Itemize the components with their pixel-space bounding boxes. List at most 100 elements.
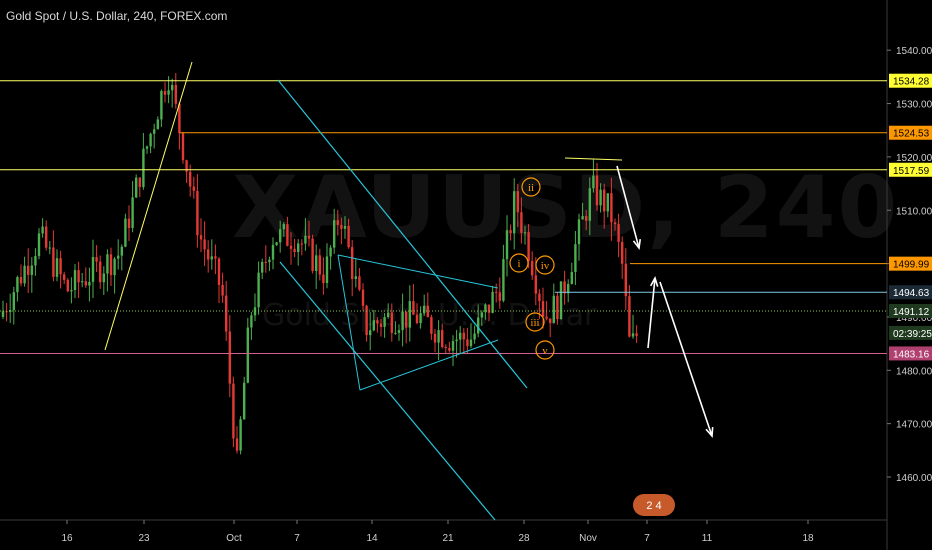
candle-body [329, 247, 332, 257]
candle-body [336, 220, 339, 225]
candle-body [487, 304, 491, 313]
forecast-arrow-down-1[interactable] [616, 165, 640, 249]
candle-body [214, 256, 217, 259]
candle-body [9, 310, 12, 312]
yellow-trendline[interactable] [104, 61, 193, 351]
candle-body [408, 301, 411, 328]
candle-body [361, 289, 365, 306]
candle-body [311, 238, 314, 271]
candle-body [12, 292, 15, 311]
forecast-arrow-up[interactable] [647, 277, 656, 349]
candle-body [66, 279, 69, 292]
candle-body [466, 339, 469, 347]
candle-body [145, 146, 149, 149]
candle-body [387, 312, 390, 318]
price-label-text: 1517.59 [893, 166, 930, 177]
x-tick-label: 11 [702, 533, 713, 544]
candle-body [153, 129, 156, 134]
x-tick-label: 7 [644, 533, 650, 544]
candle-body [304, 235, 307, 244]
candle-body [113, 258, 116, 276]
event-badge[interactable] [633, 494, 675, 516]
candle-body [293, 248, 296, 253]
candle-body [55, 258, 59, 277]
candle-body [509, 230, 512, 234]
candle-body [95, 257, 98, 262]
candle-body [84, 281, 87, 286]
candle-body [99, 261, 102, 283]
candle-body [124, 218, 127, 247]
candle-body [5, 311, 8, 313]
x-tick-label: Oct [226, 533, 242, 544]
triangle-lower[interactable] [359, 339, 499, 391]
candle-body [235, 438, 239, 451]
candle-body [588, 188, 591, 221]
candle-body [567, 283, 570, 294]
candle-body [455, 339, 458, 342]
candle-body [225, 295, 228, 332]
trend-channel-lower[interactable] [279, 261, 496, 521]
candle-body [577, 219, 581, 245]
candle-body [469, 339, 473, 347]
candle-body [207, 249, 210, 260]
candle-body [70, 289, 73, 292]
triangle-upper[interactable] [337, 254, 499, 289]
candle-body [531, 261, 534, 276]
candle-body [174, 84, 177, 104]
triangle-side[interactable] [337, 254, 361, 391]
candle-body [163, 91, 167, 95]
candle-body [595, 175, 599, 206]
x-tick-label: Nov [579, 533, 597, 544]
candle-body [178, 103, 181, 134]
price-label-text: 1483.16 [893, 349, 930, 360]
event-badge-text: 2 4 [646, 500, 661, 512]
candle-body [585, 216, 588, 221]
price-label-text: 1524.53 [893, 129, 930, 140]
candle-body [343, 225, 347, 229]
candle-body [394, 332, 397, 334]
candle-body [376, 320, 379, 324]
candle-body [534, 275, 537, 294]
candle-body [160, 91, 163, 120]
candle-body [559, 281, 563, 320]
candle-body [347, 225, 350, 248]
candle-body [315, 255, 318, 271]
candle-body [286, 224, 289, 246]
candle-body [192, 186, 195, 191]
candle-body [365, 305, 368, 336]
wave-label-iii: iii [530, 317, 539, 329]
candle-body [397, 330, 401, 333]
price-label-text: 1534.28 [893, 77, 930, 88]
candle-body [635, 333, 638, 336]
candle-body [59, 258, 62, 275]
candle-body [77, 270, 80, 283]
price-label-text: 02:39:25 [893, 329, 932, 340]
candle-body [437, 330, 440, 343]
y-tick-label: 1460.00 [896, 473, 932, 484]
candle-body [419, 313, 422, 324]
y-tick-label: 1530.00 [896, 100, 932, 111]
forecast-arrow-down-2[interactable] [659, 281, 713, 437]
candle-body [527, 232, 530, 262]
price-label-box [889, 162, 932, 177]
candle-body [502, 259, 505, 301]
candle-body [498, 292, 501, 301]
candle-body [484, 304, 487, 313]
candle-body [81, 281, 84, 283]
yellow-top-line[interactable] [564, 157, 623, 161]
candle-body [477, 317, 480, 334]
candle-body [279, 229, 282, 243]
candle-body [102, 273, 105, 283]
trend-channel-upper[interactable] [277, 79, 528, 389]
candle-body [412, 301, 415, 315]
candle-body [261, 262, 264, 273]
x-tick-label: 7 [294, 533, 300, 544]
candle-body [613, 222, 617, 225]
forecast-arrow-up-head [649, 275, 659, 287]
price-label-text: 1491.12 [893, 307, 930, 318]
candle-body [30, 265, 33, 275]
candle-body [379, 323, 383, 327]
wave-label-iv: iv [541, 260, 550, 272]
wave-label-circle [521, 177, 541, 197]
